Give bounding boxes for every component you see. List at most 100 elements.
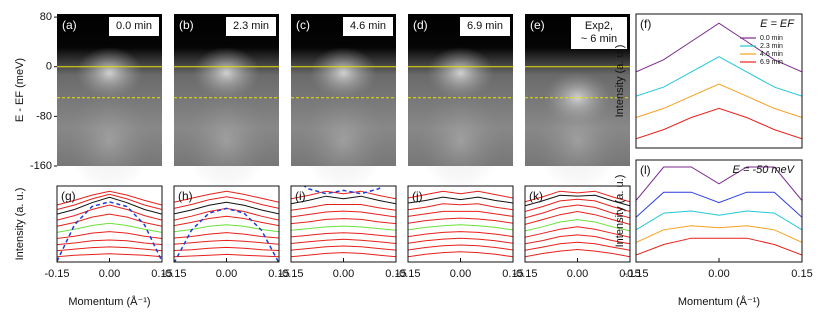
mdc-curve [408, 244, 513, 251]
mdc-curve [57, 213, 162, 227]
time-box [226, 17, 276, 36]
mdc-curve [408, 251, 513, 258]
mdc-curve [291, 218, 396, 225]
time-box [460, 17, 510, 36]
panel-label: (k) [529, 189, 543, 203]
band-glow [75, 46, 144, 99]
dispersion-fit [57, 201, 162, 262]
time-box [343, 17, 393, 36]
x-tick-label: 0.00 [567, 268, 588, 280]
x-tick-label: -0.15 [44, 268, 69, 280]
mdc-curve [636, 166, 802, 201]
x-tick-label: 0.15 [268, 268, 289, 280]
band-dispersion [535, 91, 620, 192]
time-label: 0.0 min [116, 20, 152, 32]
image-panel [174, 14, 279, 192]
x-tick-label: -0.15 [161, 268, 186, 280]
panel-label: (a) [62, 18, 77, 32]
time-box [109, 17, 159, 36]
mdc-curve [408, 231, 513, 238]
image-panel [408, 14, 513, 192]
mdc-curve [57, 246, 162, 252]
x-tick-label: -0.15 [623, 268, 648, 280]
y-axis-label: E - EF (meV) [14, 58, 26, 122]
panel-label: (l) [640, 163, 651, 177]
panel-frame [635, 13, 803, 149]
legend-label: 0.0 min [760, 35, 783, 42]
mdc-curve [636, 56, 802, 97]
time-box [571, 17, 627, 49]
mdc-curve [57, 196, 162, 215]
x-axis-label: Momentum (Å⁻¹) [68, 295, 150, 308]
mdc-curve [525, 241, 630, 251]
annotation: E = -50 meV [733, 164, 796, 176]
mdc-curve [408, 190, 513, 199]
dispersion-fit [174, 207, 279, 262]
annotation: E = EF [760, 18, 795, 30]
x-tick-label: 0.00 [450, 268, 471, 280]
panel-label: (b) [179, 18, 194, 32]
panel-label: (e) [530, 18, 545, 32]
panel-label: (g) [61, 189, 76, 203]
mdc-curve [525, 248, 630, 258]
legend-label: 2.3 min [760, 43, 783, 50]
mdc-curve [291, 195, 396, 205]
panel-label: (i) [295, 189, 306, 203]
panel-label: (d) [413, 18, 428, 32]
mdc-curve [408, 210, 513, 217]
y-axis-label: Intensity (a. u.) [614, 175, 626, 248]
mdc-curve [174, 232, 279, 239]
mdc-curve [408, 237, 513, 244]
x-axis-label: Momentum (Å⁻¹) [678, 295, 760, 308]
mdc-curve [57, 190, 162, 206]
image-panel [291, 14, 396, 192]
mdc-curve [291, 232, 396, 238]
mdc-curve [525, 194, 630, 207]
image-panel [57, 14, 162, 192]
mdc-curve [291, 225, 396, 231]
x-tick-label: -0.15 [278, 268, 303, 280]
x-tick-label: -0.15 [512, 268, 537, 280]
mdc-curve [525, 190, 630, 203]
mdc-curve [636, 210, 802, 231]
mdc-curve [57, 253, 162, 258]
dispersion-fit [302, 186, 385, 195]
band-glow [426, 46, 495, 99]
band-glow [192, 46, 261, 99]
time-label: ~ 6 min [581, 33, 617, 45]
mdc-curve [636, 225, 802, 243]
x-tick-label: 0.15 [619, 268, 640, 280]
mdc-curve [408, 224, 513, 231]
x-tick-label: -0.15 [395, 268, 420, 280]
x-tick-label: 0.15 [791, 268, 812, 280]
panel-frame [407, 185, 514, 263]
mdc-curve [408, 217, 513, 224]
mdc-curve [408, 203, 513, 211]
mdc-curve [525, 219, 630, 232]
y-tick-label: 80 [40, 11, 52, 23]
x-tick-label: 0.00 [99, 268, 120, 280]
mdc-curve [636, 22, 802, 73]
mdc-curve [174, 215, 279, 227]
time-label: 2.3 min [233, 20, 269, 32]
mdc-curve [291, 238, 396, 244]
x-tick-label: 0.15 [502, 268, 523, 280]
panel-label: (j) [412, 189, 423, 203]
mdc-curve [57, 231, 162, 239]
mdc-curve [291, 204, 396, 211]
mdc-curve [174, 246, 279, 251]
time-label: 6.9 min [467, 20, 503, 32]
panel-label: (f) [640, 17, 651, 31]
mdc-curve [525, 234, 630, 245]
mdc-curve [174, 201, 279, 215]
mdc-curve [57, 222, 162, 233]
y-tick-label: -80 [36, 110, 52, 122]
x-tick-label: 0.00 [216, 268, 237, 280]
legend-label: 6.9 min [760, 59, 783, 66]
mdc-curve [174, 190, 279, 203]
x-tick-label: 0.15 [151, 268, 172, 280]
mdc-curve [636, 83, 802, 118]
legend-label: 4.6 min [760, 51, 783, 58]
mdc-curve [174, 224, 279, 233]
